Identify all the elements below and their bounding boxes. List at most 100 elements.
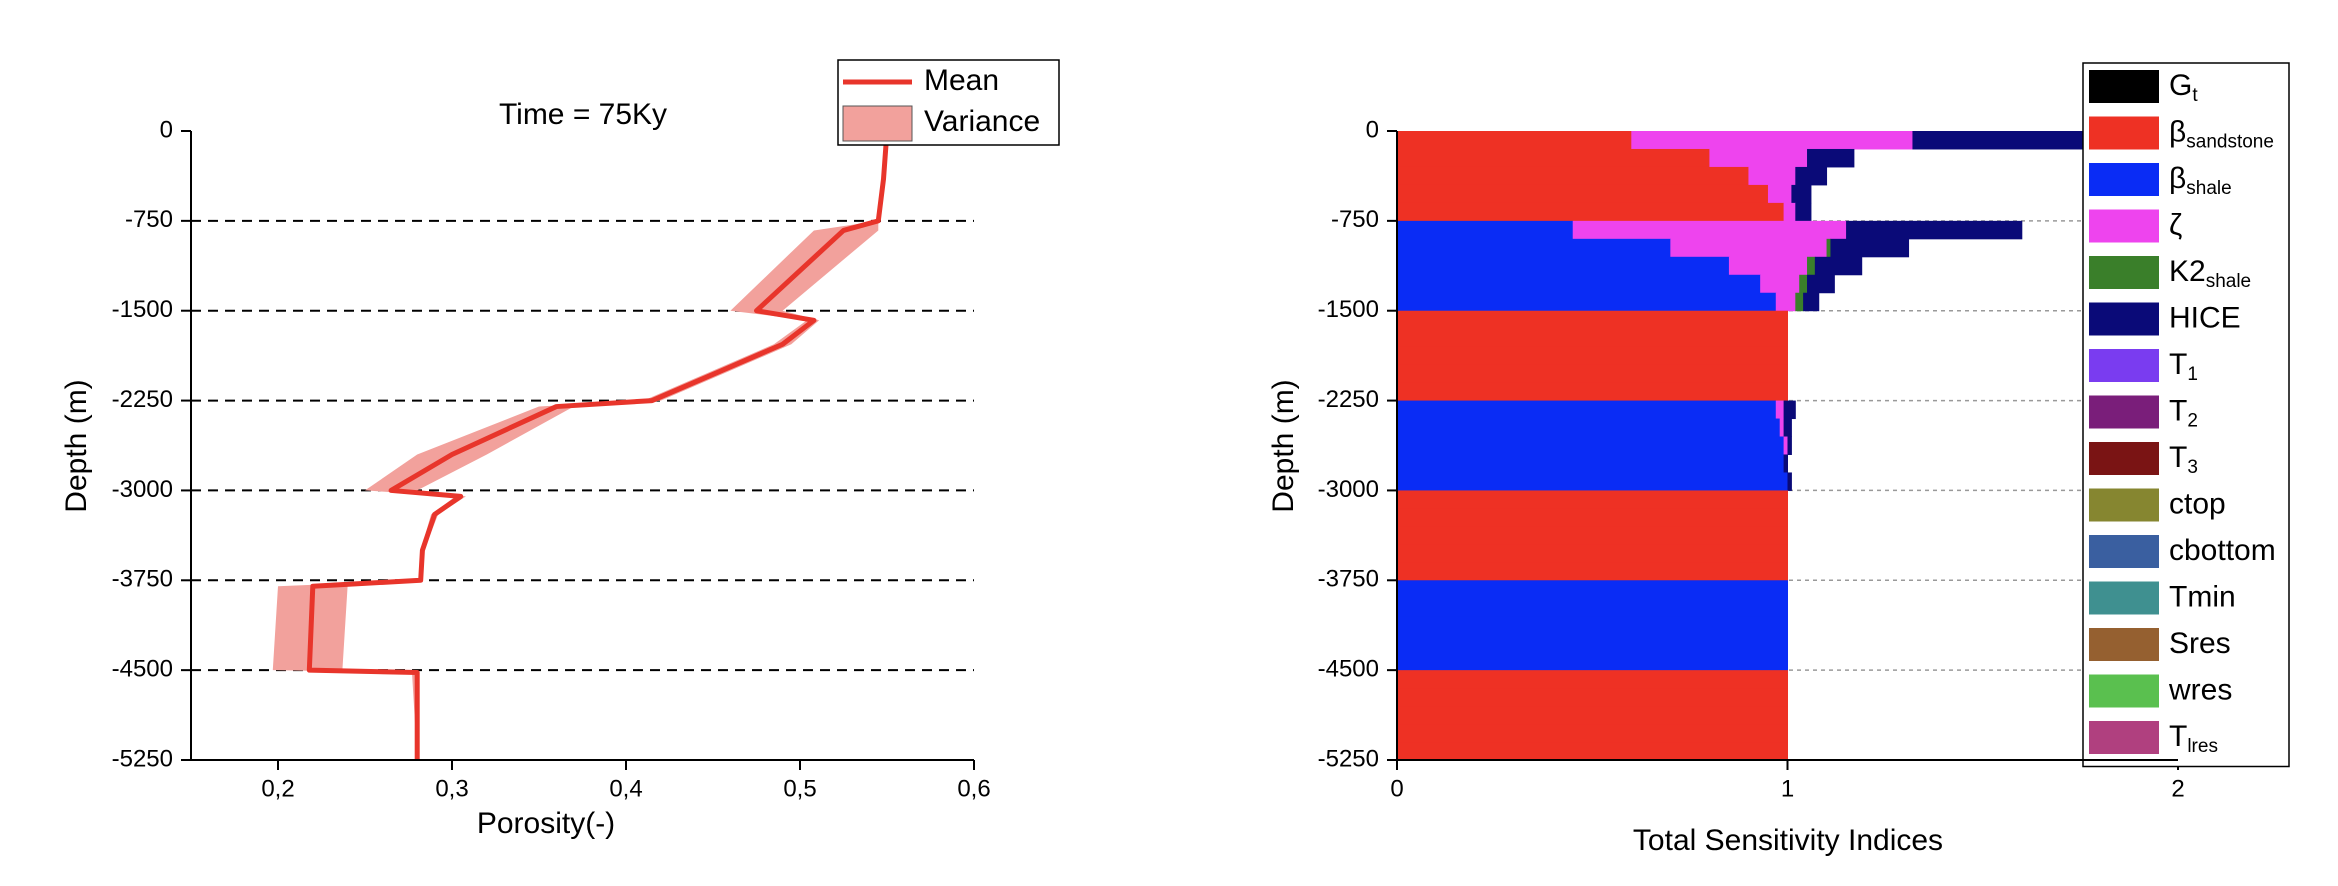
legend-name: Sres xyxy=(2169,627,2231,660)
bar-segment xyxy=(1775,292,1796,312)
bar-segment xyxy=(1397,616,1788,635)
legend-name: HICE xyxy=(2169,301,2241,334)
legend-label: Tmin xyxy=(2169,580,2236,613)
y-tick-label: -5250 xyxy=(112,745,173,772)
bar-segment xyxy=(1397,310,1788,330)
x-tick-label: 0,3 xyxy=(435,775,468,802)
legend-name: T xyxy=(2169,720,2187,753)
legend-name: β xyxy=(2169,162,2186,195)
legend-label: T1 xyxy=(2169,348,2198,385)
legend-name: T xyxy=(2169,394,2187,427)
y-tick-label: 0 xyxy=(160,116,173,143)
legend-name: Tmin xyxy=(2169,580,2236,613)
bar-segment xyxy=(1803,292,1820,312)
y-tick-label: -3750 xyxy=(112,566,173,593)
x-axis-label: Porosity(-) xyxy=(477,807,615,840)
legend-label: K2shale xyxy=(2169,255,2251,292)
y-axis-label: Depth (m) xyxy=(1267,379,1300,512)
bar-segment xyxy=(1783,418,1792,438)
bar-segment xyxy=(1397,274,1761,294)
bar-segment xyxy=(1397,256,1730,276)
x-tick-label: 0,2 xyxy=(261,775,294,802)
y-tick-label: -750 xyxy=(125,206,173,233)
legend-label: Gt xyxy=(2169,69,2198,106)
legend-name: cbottom xyxy=(2169,534,2276,567)
legend-swatch xyxy=(2089,302,2159,336)
bar-segment xyxy=(1826,238,1831,258)
legend-label: T3 xyxy=(2169,441,2198,478)
bar-segment xyxy=(1783,454,1788,473)
bar-segment xyxy=(1397,454,1785,473)
legend-name: G xyxy=(2169,69,2192,102)
legend-swatch xyxy=(2089,256,2159,289)
legend-name: wres xyxy=(2168,673,2232,706)
x-tick-label: 2 xyxy=(2171,775,2184,802)
legend-label: HICE xyxy=(2169,301,2241,334)
legend-label: ζ xyxy=(2169,208,2182,241)
bar-segment xyxy=(1795,202,1812,222)
y-tick-label: 0 xyxy=(1366,116,1379,143)
bar-segment xyxy=(1397,526,1788,545)
bar-segment xyxy=(1779,418,1785,438)
legend-label: ctop xyxy=(2169,487,2226,520)
variance-band xyxy=(272,131,887,760)
legend-subscript: lres xyxy=(2187,736,2218,757)
bar-segment xyxy=(1795,292,1804,312)
x-tick-label: 0,6 xyxy=(957,775,990,802)
legend-label: cbottom xyxy=(2169,534,2276,567)
bar-segment xyxy=(1397,580,1788,599)
legend-swatch xyxy=(2089,721,2159,754)
y-tick-label: -3000 xyxy=(1318,476,1379,503)
bar-segment xyxy=(1397,670,1788,689)
bar-segment xyxy=(1397,472,1788,491)
legend-swatch xyxy=(842,105,913,142)
chart-title: Time = 75Ky xyxy=(499,98,667,131)
bar-segment xyxy=(1397,400,1777,420)
y-tick-label: -4500 xyxy=(1318,655,1379,682)
bar-segment xyxy=(1783,436,1788,455)
legend-label: T2 xyxy=(2169,394,2198,431)
bar-segment xyxy=(1631,131,1913,150)
legend-name: β xyxy=(2169,115,2186,148)
bar-segment xyxy=(1787,436,1792,455)
legend-swatch xyxy=(2089,349,2159,382)
legend-swatch xyxy=(2089,395,2159,429)
x-tick-label: 1 xyxy=(1781,775,1794,802)
bar-segment xyxy=(1748,166,1796,186)
legend-name: T xyxy=(2169,441,2187,474)
bar-segment xyxy=(1791,184,1812,204)
y-tick-label: -1500 xyxy=(112,296,173,323)
y-tick-label: -5250 xyxy=(1318,745,1379,772)
bar-segment xyxy=(1397,346,1788,366)
legend-swatch xyxy=(2089,488,2159,522)
legend-label: Mean xyxy=(924,64,999,97)
bar-segment xyxy=(1397,652,1788,671)
y-tick-label: -3000 xyxy=(112,476,173,503)
legend-swatch xyxy=(2089,535,2159,568)
legend-swatch xyxy=(2089,209,2159,243)
legend-label: βsandstone xyxy=(2169,115,2274,152)
x-tick-label: 0,4 xyxy=(609,775,642,802)
legend-subscript: t xyxy=(2192,85,2198,106)
legend-label: Sres xyxy=(2169,627,2231,660)
legend-name: T xyxy=(2169,348,2187,381)
bar-segment xyxy=(1397,238,1671,258)
x-tick-label: 0,5 xyxy=(783,775,816,802)
legend-name: K2 xyxy=(2169,255,2206,288)
bar-segment xyxy=(1795,166,1828,186)
bar-segment xyxy=(1397,292,1777,312)
x-axis-label: Total Sensitivity Indices xyxy=(1633,824,1943,857)
bar-segment xyxy=(1807,148,1855,168)
bar-segment xyxy=(1397,202,1785,222)
bar-segment xyxy=(1397,706,1788,725)
legend-subscript: sandstone xyxy=(2186,132,2274,153)
bar-segment xyxy=(1783,400,1796,420)
y-axis-label: Depth (m) xyxy=(60,379,93,512)
bar-segment xyxy=(1912,131,2089,150)
legend-name: ζ xyxy=(2169,208,2182,241)
bar-segment xyxy=(1397,220,1574,240)
bar-segment xyxy=(1814,256,1863,276)
bar-segment xyxy=(1397,364,1788,384)
bar-segment xyxy=(1787,472,1792,491)
